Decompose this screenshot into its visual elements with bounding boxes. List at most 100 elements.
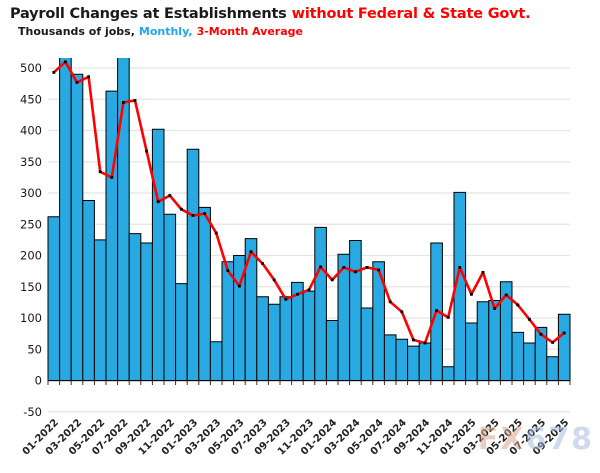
chart-bar	[511, 331, 525, 382]
chart-bar	[82, 200, 95, 381]
chart-bar	[221, 261, 235, 381]
y-tick-label: 250	[20, 217, 42, 231]
line-marker	[319, 265, 322, 269]
chart-bar	[372, 261, 385, 381]
line-marker	[284, 297, 288, 301]
line-marker	[87, 75, 90, 79]
line-marker	[388, 300, 392, 304]
line-marker	[400, 310, 404, 314]
line-marker	[435, 309, 438, 312]
chart-bar	[93, 239, 107, 382]
chart-bar	[256, 296, 269, 381]
line-marker	[446, 316, 450, 319]
line-marker	[481, 271, 485, 274]
chart-subtitle: Thousands of jobs, Monthly, 3-Month Averag…	[18, 24, 595, 39]
y-tick-label: 0	[35, 374, 42, 388]
line-marker	[249, 250, 253, 254]
chart-bar	[534, 326, 548, 382]
x-axis: 01-202203-202205-202207-202209-202211-20…	[21, 380, 571, 458]
line-marker	[307, 288, 311, 292]
chart-bar	[349, 240, 362, 381]
line-marker	[330, 278, 334, 282]
line-marker	[423, 341, 427, 345]
line-series-3-month-average	[52, 60, 566, 345]
line-marker	[272, 278, 276, 282]
chart-bar	[128, 233, 142, 382]
line-marker	[203, 212, 206, 215]
y-tick-label: 400	[20, 124, 42, 138]
chart-bar	[488, 300, 501, 381]
chart-bar	[186, 148, 200, 381]
chart-bar	[151, 128, 165, 381]
chart-bar	[499, 281, 513, 381]
chart-bar	[314, 226, 327, 382]
chart-bar	[279, 296, 293, 381]
chart-bar	[476, 301, 490, 381]
chart-title-black: Payroll Changes at Establishments	[10, 6, 287, 22]
line-marker	[64, 60, 67, 64]
line-marker	[261, 262, 264, 265]
chart-title: Payroll Changes at Establishments without…	[10, 6, 595, 23]
line-marker	[354, 270, 357, 274]
line-marker	[296, 292, 299, 296]
line-marker	[122, 101, 125, 104]
chart-bar	[395, 338, 409, 381]
line-marker	[458, 266, 462, 269]
bars-series-monthly	[47, 58, 571, 382]
line-marker	[133, 99, 137, 102]
y-tick-label: 100	[20, 311, 42, 325]
chart-bar	[465, 322, 478, 381]
y-tick-label: 350	[20, 155, 42, 169]
y-tick-label: 500	[20, 61, 42, 75]
chart-bar	[360, 307, 374, 381]
line-marker	[365, 266, 369, 269]
chart-bar	[325, 320, 339, 381]
y-tick-label: 300	[20, 186, 42, 200]
chart-bar	[407, 345, 420, 382]
subtitle-monthly-legend: Monthly,	[138, 24, 193, 38]
line-marker	[551, 341, 554, 344]
line-marker	[214, 231, 218, 235]
chart-bar	[163, 213, 177, 381]
chart-bar	[59, 58, 72, 381]
line-marker	[98, 170, 102, 174]
chart-title-red: without Federal & State Govt.	[291, 6, 531, 22]
chart-bar	[418, 342, 432, 381]
chart-bar	[383, 334, 397, 382]
chart-bar	[453, 191, 467, 382]
line-marker	[226, 269, 230, 272]
chart-bar	[198, 206, 211, 382]
chart-header: Payroll Changes at Establishments without…	[10, 6, 595, 38]
chart-bar	[441, 366, 455, 381]
chart-bar	[70, 73, 84, 381]
chart-bar	[47, 216, 61, 381]
chart-bar	[546, 356, 559, 381]
line-marker	[238, 284, 241, 288]
line-marker	[470, 292, 473, 296]
subtitle-average-legend: 3-Month Average	[196, 24, 303, 38]
line-marker	[110, 176, 114, 179]
line-marker	[516, 303, 520, 307]
chart-bar	[117, 58, 130, 381]
line-marker	[562, 331, 566, 335]
y-tick-label: -50	[23, 405, 42, 419]
line-marker	[52, 71, 56, 74]
chart-bar	[140, 242, 153, 381]
chart-bar	[302, 290, 316, 382]
chart-bar	[209, 341, 223, 381]
line-marker	[377, 268, 380, 272]
chart-bar	[105, 90, 119, 382]
subtitle-units: Thousands of jobs,	[18, 24, 135, 38]
y-tick-label: 200	[20, 249, 42, 263]
chart-bar	[267, 303, 281, 381]
line-marker	[156, 200, 160, 204]
chart-bar	[557, 313, 571, 381]
line-marker	[539, 332, 543, 336]
y-tick-label: 450	[20, 92, 42, 106]
y-tick-label: 150	[20, 280, 42, 294]
y-tick-label: 50	[27, 342, 42, 356]
line-marker	[528, 317, 531, 321]
line-marker	[75, 81, 79, 84]
